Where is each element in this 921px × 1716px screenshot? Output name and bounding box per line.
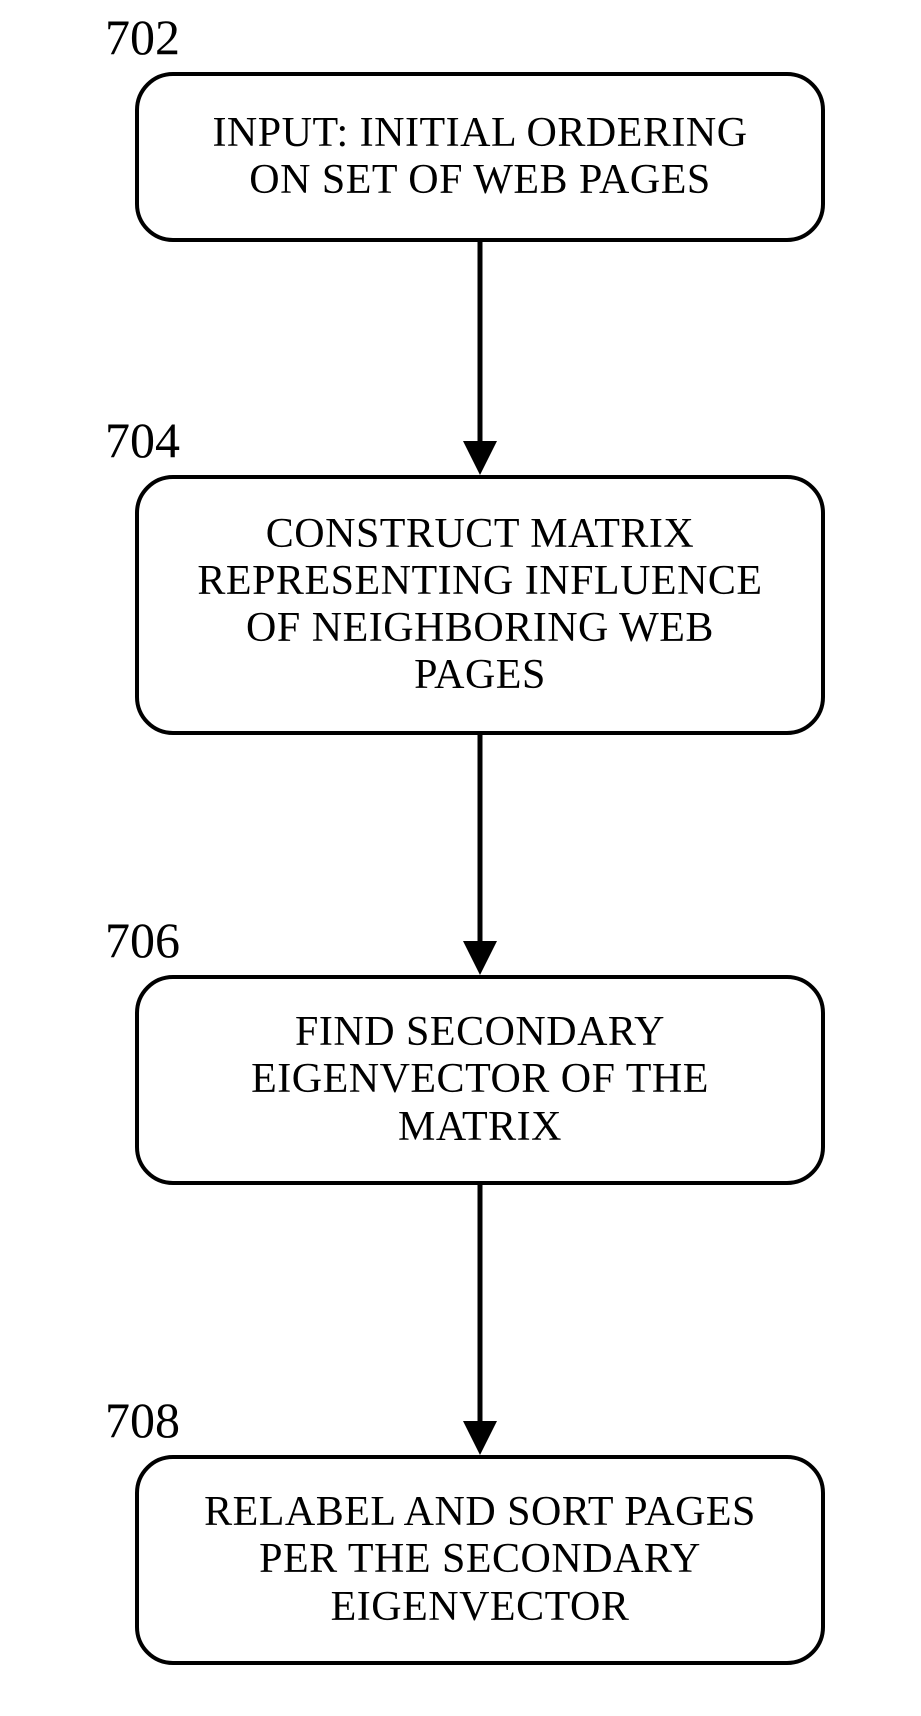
edge-arrowhead xyxy=(463,941,497,975)
step-text: INPUT: INITIAL ORDERING ON SET OF WEB PA… xyxy=(212,110,747,204)
step-label-708: 708 xyxy=(105,1395,180,1445)
step-text: FIND SECONDARY EIGENVECTOR OF THE MATRIX xyxy=(251,1009,709,1150)
step-label-702: 702 xyxy=(105,12,180,62)
edge-arrowhead xyxy=(463,441,497,475)
step-text: CONSTRUCT MATRIX REPRESENTING INFLUENCE … xyxy=(197,511,762,699)
step-text: RELABEL AND SORT PAGES PER THE SECONDARY… xyxy=(204,1489,756,1630)
step-label-706: 706 xyxy=(105,915,180,965)
step-label-704: 704 xyxy=(105,415,180,465)
step-node-702: INPUT: INITIAL ORDERING ON SET OF WEB PA… xyxy=(135,72,825,242)
flowchart-canvas: 702 INPUT: INITIAL ORDERING ON SET OF WEB… xyxy=(0,0,921,1716)
step-node-706: FIND SECONDARY EIGENVECTOR OF THE MATRIX xyxy=(135,975,825,1185)
step-node-704: CONSTRUCT MATRIX REPRESENTING INFLUENCE … xyxy=(135,475,825,735)
step-node-708: RELABEL AND SORT PAGES PER THE SECONDARY… xyxy=(135,1455,825,1665)
edge-arrowhead xyxy=(463,1421,497,1455)
